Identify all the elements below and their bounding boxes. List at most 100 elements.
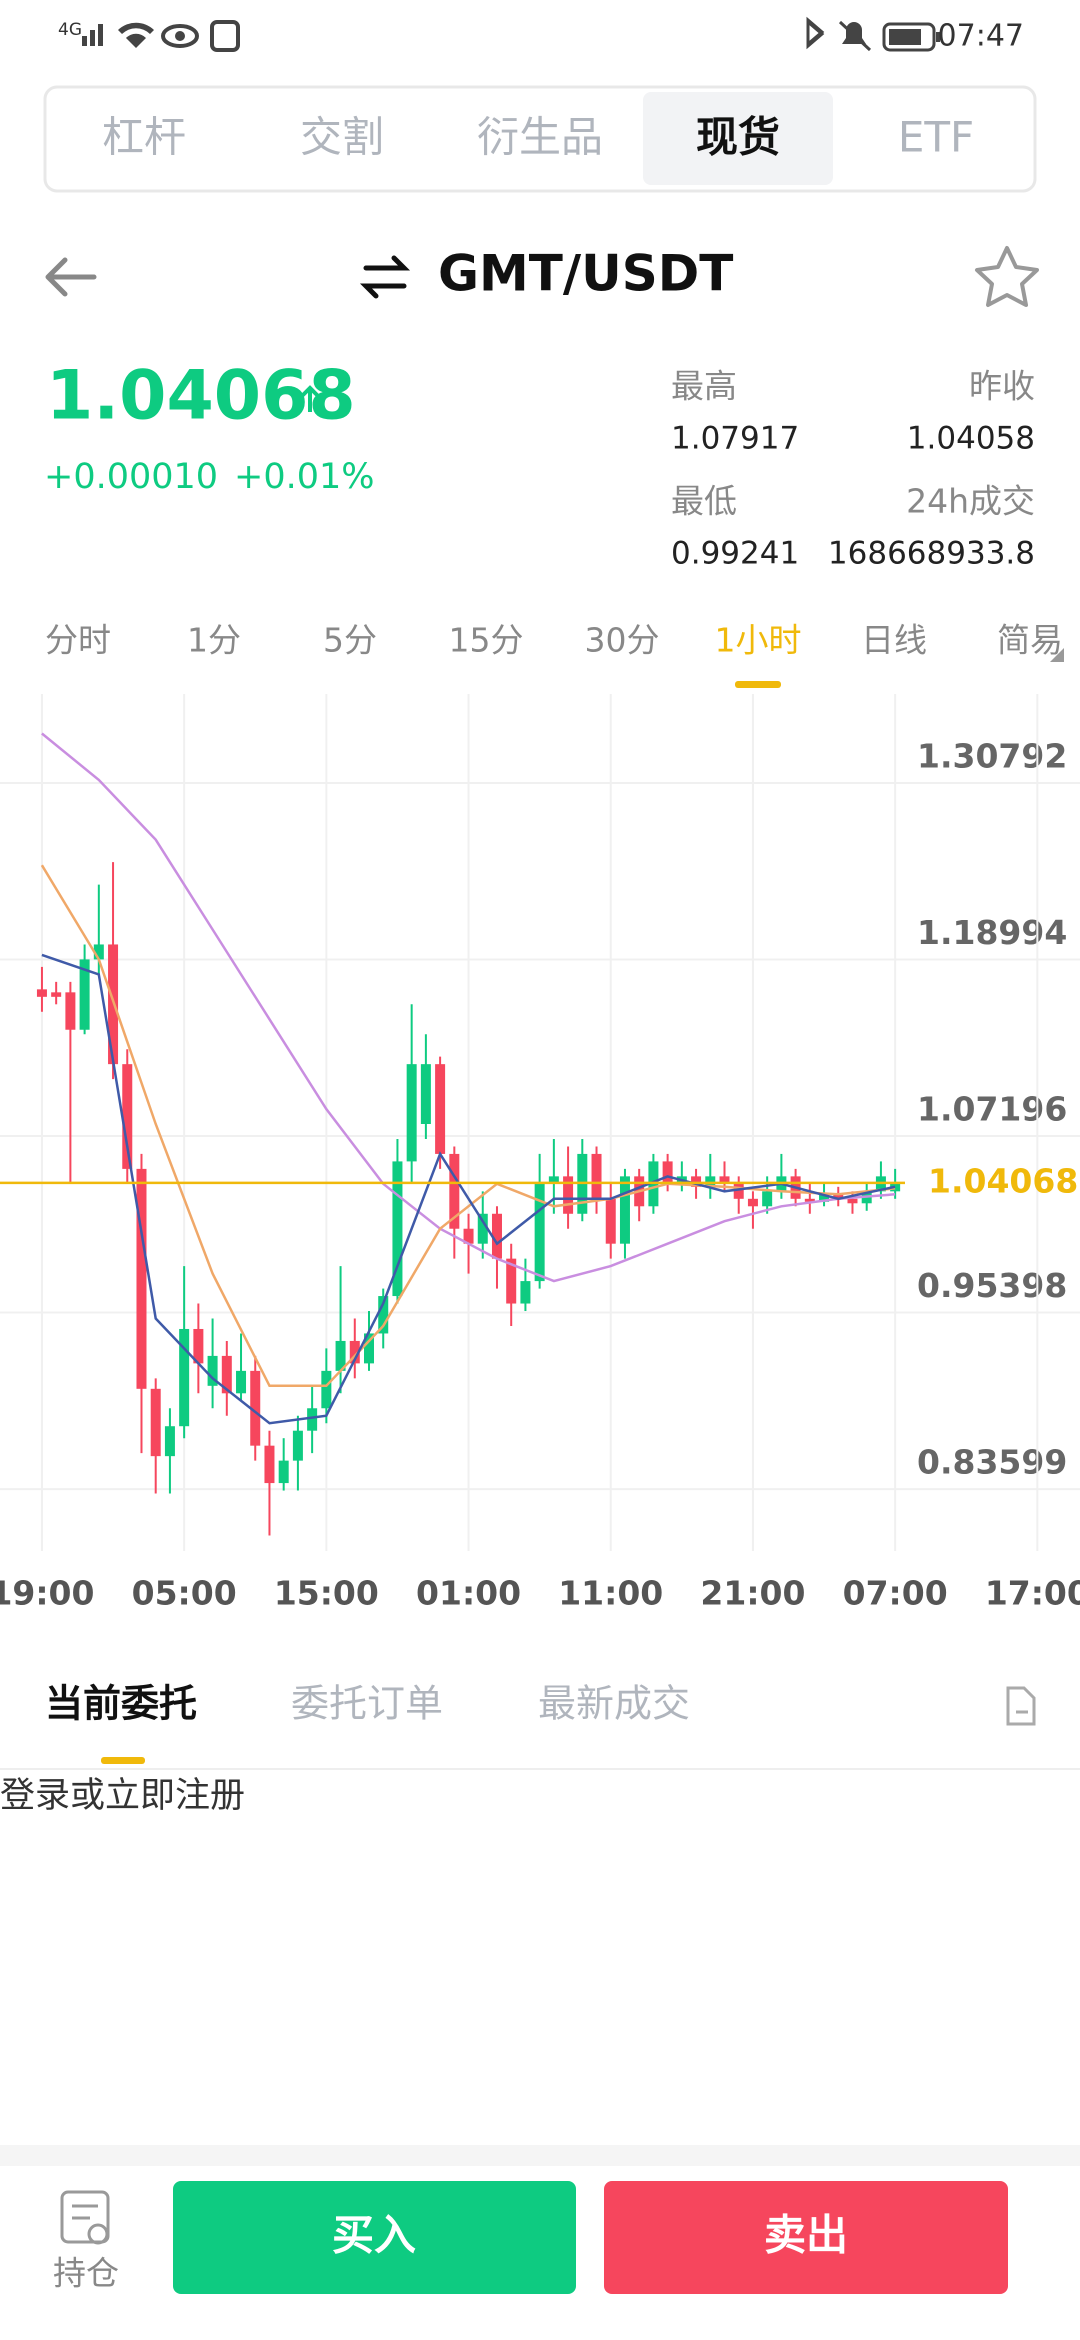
candle-body xyxy=(79,959,90,1030)
market-tab[interactable]: 杠杆 xyxy=(102,113,186,162)
moving-average-line xyxy=(40,864,896,1388)
candle-body xyxy=(207,1355,218,1386)
candle-body xyxy=(491,1213,502,1259)
order-tab-underline xyxy=(101,1757,145,1764)
candle-body xyxy=(36,989,47,997)
candle-body xyxy=(477,1213,488,1244)
candle-body xyxy=(278,1460,289,1484)
clock: 07:47 xyxy=(938,19,1024,54)
order-tab[interactable]: 最新成交 xyxy=(538,1682,690,1726)
interval-tab[interactable]: 30分 xyxy=(585,621,660,660)
candle-body xyxy=(762,1191,773,1207)
price-change: +0.00010 xyxy=(44,457,218,497)
back-button[interactable] xyxy=(45,257,97,297)
selected-tab-bg xyxy=(643,92,833,185)
price-change-percent: +0.01% xyxy=(234,457,375,497)
y-tick-label: 0.95398 xyxy=(917,1266,1067,1305)
candle-body xyxy=(51,992,62,997)
market-tab[interactable]: ETF xyxy=(898,113,974,162)
sell-button[interactable] xyxy=(604,2181,1008,2294)
candle-body xyxy=(335,1340,346,1371)
interval-tab[interactable]: 日线 xyxy=(861,621,927,660)
positions-label[interactable]: 持仓 xyxy=(53,2254,119,2293)
interval-tab[interactable]: 1小时 xyxy=(715,621,802,660)
market-tab[interactable]: 衍生品 xyxy=(477,113,603,162)
candle-body xyxy=(122,1064,133,1169)
candle-body xyxy=(164,1426,175,1457)
login-prompt[interactable]: 登录或立即注册 xyxy=(0,1776,245,1816)
candle-body xyxy=(847,1198,858,1204)
y-tick-label: 1.18994 xyxy=(917,913,1067,952)
interval-tab[interactable]: 分时 xyxy=(45,621,111,660)
candle-body xyxy=(548,1176,559,1184)
moving-average-line xyxy=(41,732,896,1283)
last-price-label: 1.04068 xyxy=(928,1161,1078,1200)
candle-body xyxy=(179,1328,190,1427)
candle-body xyxy=(463,1228,474,1244)
network-type: 4G xyxy=(58,20,82,40)
stats: 最高 1.07917 昨收 1.04058 最低 0.99241 24h成交 16866893… xyxy=(671,367,1035,572)
candlestick-chart: 0.83599 0.95398 1.07196 1.18994 1.30792 19:00… xyxy=(0,694,1080,1613)
candle-body xyxy=(221,1355,232,1394)
candle-body xyxy=(804,1198,815,1202)
order-tabs: 当前委托 委托订单 最新成交 xyxy=(45,1682,690,1764)
stat-value: 1.07917 xyxy=(671,421,799,457)
candle-body xyxy=(93,944,104,960)
candle-body xyxy=(292,1430,303,1461)
x-tick-label: 05:00 xyxy=(132,1574,237,1613)
market-tab[interactable]: 现货 xyxy=(696,113,780,162)
interval-tab[interactable]: 简易 xyxy=(997,621,1063,660)
positions-icon[interactable] xyxy=(60,2190,110,2245)
market-tab[interactable]: 交割 xyxy=(300,113,384,162)
interval-tab[interactable]: 1分 xyxy=(187,621,241,660)
y-tick-label: 0.83599 xyxy=(917,1443,1067,1482)
candle-body xyxy=(406,1064,417,1162)
candle-body xyxy=(733,1183,744,1199)
candle-body xyxy=(534,1183,545,1282)
candle-body xyxy=(321,1370,332,1409)
dropdown-caret xyxy=(1050,648,1064,662)
candle-body xyxy=(520,1281,531,1304)
candle-body xyxy=(506,1258,517,1304)
candle-body xyxy=(236,1370,247,1394)
favorite-star[interactable] xyxy=(975,246,1039,307)
candle-body xyxy=(392,1161,403,1297)
interval-tabs: 分时 1分 5分 15分 30分 1小时 日线 简易 xyxy=(45,621,1063,688)
moving-average-line xyxy=(41,953,896,1425)
stat-value: 0.99241 xyxy=(671,536,799,572)
interval-tab[interactable]: 5分 xyxy=(323,621,377,660)
candle-body xyxy=(833,1194,844,1199)
x-tick-label: 15:00 xyxy=(274,1574,379,1613)
candle-body xyxy=(150,1388,161,1457)
stat-label: 昨收 xyxy=(969,367,1035,406)
order-tab[interactable]: 当前委托 xyxy=(45,1682,197,1726)
candle-body xyxy=(264,1445,275,1484)
candle-body xyxy=(435,1064,446,1154)
stat-label: 24h成交 xyxy=(906,482,1035,521)
candle-body xyxy=(378,1296,389,1334)
candle-body xyxy=(819,1194,830,1202)
x-tick-label: 21:00 xyxy=(700,1574,805,1613)
switch-icon[interactable] xyxy=(359,255,411,299)
candle-body xyxy=(619,1176,630,1244)
candle-body xyxy=(364,1333,375,1364)
x-tick-label: 19:00 xyxy=(0,1574,94,1613)
order-tab[interactable]: 委托订单 xyxy=(291,1682,443,1726)
candle-body xyxy=(591,1153,602,1199)
candle-body xyxy=(563,1176,574,1214)
document-icon[interactable] xyxy=(1006,1686,1036,1726)
x-tick-label: 07:00 xyxy=(843,1574,948,1613)
x-tick-label: 11:00 xyxy=(558,1574,663,1613)
stat-label: 最低 xyxy=(671,482,737,521)
candle-body xyxy=(193,1328,204,1364)
buy-button[interactable] xyxy=(173,2181,576,2294)
candle-body xyxy=(420,1064,431,1124)
interval-tab[interactable]: 15分 xyxy=(449,621,524,660)
buy-label[interactable]: 买入 xyxy=(332,2211,416,2260)
sell-label[interactable]: 卖出 xyxy=(764,2211,848,2260)
status-icons xyxy=(82,16,940,52)
stat-value: 168668933.8 xyxy=(828,536,1035,572)
candle-body xyxy=(349,1340,360,1364)
